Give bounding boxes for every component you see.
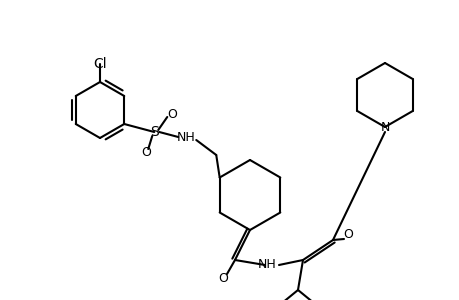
Text: NH: NH xyxy=(257,259,276,272)
Text: NH: NH xyxy=(177,130,195,143)
Text: O: O xyxy=(141,146,151,158)
Text: N: N xyxy=(380,121,389,134)
Text: S: S xyxy=(150,125,158,139)
Text: O: O xyxy=(218,272,228,284)
Text: Cl: Cl xyxy=(93,57,106,71)
Text: O: O xyxy=(167,107,177,121)
Text: O: O xyxy=(342,229,352,242)
